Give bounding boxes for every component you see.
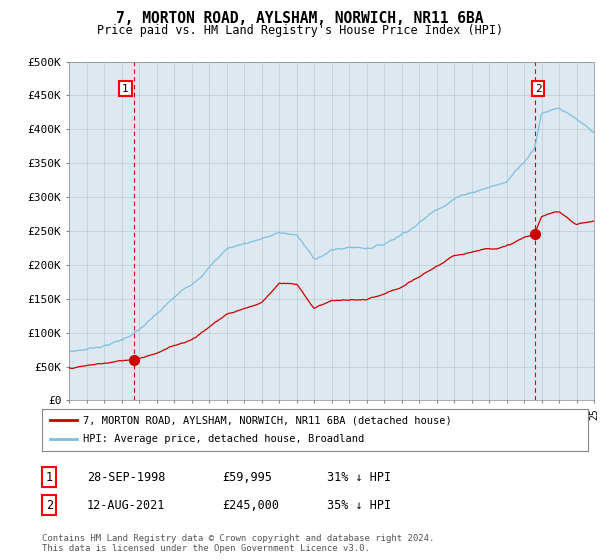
Text: £245,000: £245,000 [222, 498, 279, 512]
Text: 35% ↓ HPI: 35% ↓ HPI [327, 498, 391, 512]
Text: 2: 2 [535, 83, 541, 94]
Text: 1: 1 [46, 470, 53, 484]
Text: 2: 2 [46, 498, 53, 512]
Text: 7, MORTON ROAD, AYLSHAM, NORWICH, NR11 6BA (detached house): 7, MORTON ROAD, AYLSHAM, NORWICH, NR11 6… [83, 415, 452, 425]
Text: Contains HM Land Registry data © Crown copyright and database right 2024.
This d: Contains HM Land Registry data © Crown c… [42, 534, 434, 553]
Text: HPI: Average price, detached house, Broadland: HPI: Average price, detached house, Broa… [83, 435, 364, 445]
Text: 7, MORTON ROAD, AYLSHAM, NORWICH, NR11 6BA: 7, MORTON ROAD, AYLSHAM, NORWICH, NR11 6… [116, 11, 484, 26]
Text: 1: 1 [122, 83, 129, 94]
Text: 12-AUG-2021: 12-AUG-2021 [87, 498, 166, 512]
Text: Price paid vs. HM Land Registry's House Price Index (HPI): Price paid vs. HM Land Registry's House … [97, 24, 503, 36]
Text: 28-SEP-1998: 28-SEP-1998 [87, 470, 166, 484]
Text: £59,995: £59,995 [222, 470, 272, 484]
Text: 31% ↓ HPI: 31% ↓ HPI [327, 470, 391, 484]
